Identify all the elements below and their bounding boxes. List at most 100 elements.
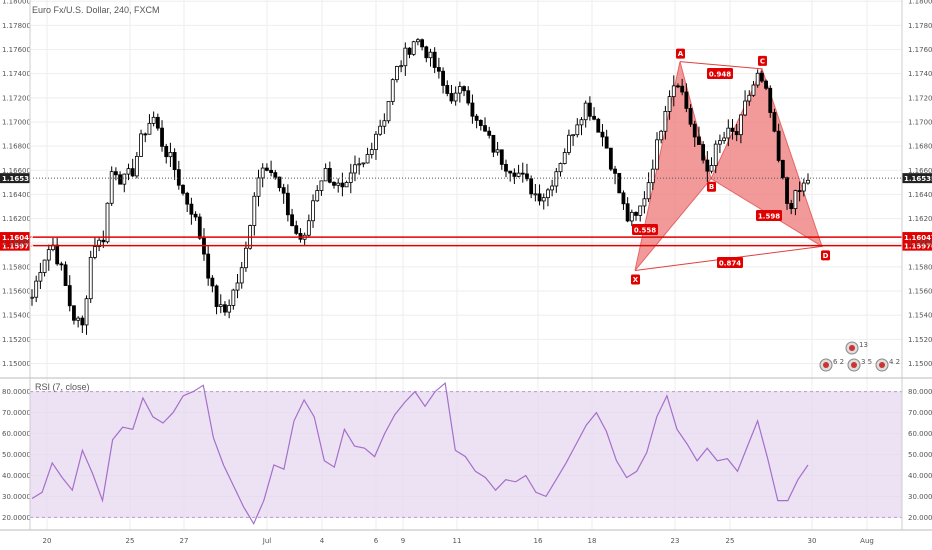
pattern-ratio-label: 0.874 — [719, 260, 741, 268]
event-icons[interactable]: 13 6 2 3 5 4 2 — [819, 341, 900, 372]
candle-body — [755, 72, 760, 86]
candle-body — [680, 85, 685, 93]
candle — [550, 179, 555, 197]
candle — [172, 148, 177, 180]
candle — [638, 205, 643, 222]
candle-body — [604, 136, 609, 149]
candle-body — [650, 168, 655, 184]
candle — [499, 149, 504, 170]
candle-body — [319, 180, 324, 191]
candle-body — [466, 90, 471, 104]
candle-body — [365, 154, 370, 164]
icon-count: 3 5 — [861, 358, 872, 366]
candle — [684, 83, 689, 113]
candle-body — [63, 264, 68, 286]
icon-count: 6 2 — [833, 358, 844, 366]
candle-body — [411, 41, 416, 55]
candle-body — [596, 118, 601, 133]
candle-body — [357, 163, 362, 166]
candle — [491, 134, 496, 158]
candle-body — [223, 304, 227, 313]
candle — [42, 259, 47, 277]
pattern-ac-line — [679, 61, 763, 70]
candle — [416, 38, 420, 46]
candle-body — [617, 172, 622, 194]
rsi-tick-label: 60.0000 — [908, 430, 932, 438]
candle — [59, 261, 64, 271]
candle — [290, 208, 294, 227]
candlestick-series[interactable] — [30, 38, 810, 335]
level-label-right: 1.16047 — [904, 234, 932, 242]
candle-body — [344, 182, 349, 188]
candle-body — [416, 39, 420, 43]
candle — [34, 275, 39, 303]
candle-body — [181, 184, 185, 194]
rsi-series[interactable] — [31, 382, 809, 526]
candle — [411, 40, 416, 56]
candle-body — [227, 305, 232, 313]
candle — [793, 189, 798, 216]
candle — [600, 124, 605, 147]
candle-body — [189, 203, 194, 215]
current-price-tag-right — [902, 173, 932, 184]
candle — [625, 197, 630, 223]
candle-body — [470, 102, 475, 117]
candle-body — [806, 179, 810, 184]
candle-body — [285, 192, 290, 216]
candle — [592, 107, 596, 121]
candle-body — [382, 120, 387, 127]
pattern-ratio-label: 0.558 — [634, 227, 656, 235]
candle-body — [197, 216, 202, 239]
candle-body — [738, 114, 743, 136]
price-tick-label: 1.15400 — [908, 312, 932, 320]
candle — [235, 273, 240, 299]
candle — [554, 167, 559, 193]
candle — [126, 163, 131, 181]
candle — [428, 48, 433, 67]
candle — [327, 161, 332, 184]
candle-body — [235, 282, 240, 291]
candle-body — [567, 134, 571, 153]
candle — [445, 80, 450, 97]
candle-body — [768, 87, 773, 113]
candle — [244, 241, 248, 272]
candle — [218, 294, 223, 314]
horizontal-lines[interactable]: 1.160471.160471.159761.159761.165351.165… — [0, 173, 932, 251]
candle-body — [264, 167, 269, 171]
candle — [567, 129, 571, 156]
price-tick-label-left: 1.17000 — [2, 118, 31, 126]
candle-body — [718, 140, 722, 145]
price-tick-label: 1.17800 — [908, 22, 932, 30]
candle-body — [172, 152, 177, 170]
candle-body — [353, 164, 357, 174]
rsi-title: RSI (7, close) — [35, 382, 90, 392]
candle — [512, 168, 517, 185]
candle — [143, 132, 148, 143]
candle-body — [785, 177, 789, 204]
candle — [659, 129, 664, 144]
candle-body — [30, 296, 34, 299]
candle-body — [688, 107, 693, 125]
candle-body — [629, 211, 634, 222]
candle — [650, 159, 655, 190]
candle — [701, 141, 706, 164]
candle-body — [327, 167, 332, 183]
harmonic-pattern[interactable] — [634, 61, 823, 272]
x-tick-label: 11 — [453, 537, 462, 545]
candle — [390, 78, 395, 106]
rsi-line — [31, 382, 809, 526]
level-label-left: 1.16047 — [2, 234, 34, 242]
candle-body — [772, 112, 777, 132]
candle — [374, 131, 378, 160]
candle — [441, 67, 445, 94]
candle — [38, 262, 43, 289]
candle-body — [93, 246, 97, 258]
rsi-tick-label: 50.0000 — [908, 451, 932, 459]
rsi-tick-label-left: 50.0000 — [2, 451, 31, 459]
candle-body — [705, 159, 710, 172]
candle — [223, 301, 227, 316]
rsi-tick-label: 40.0000 — [908, 472, 932, 480]
candle-body — [655, 139, 659, 170]
candle-body — [663, 110, 668, 132]
